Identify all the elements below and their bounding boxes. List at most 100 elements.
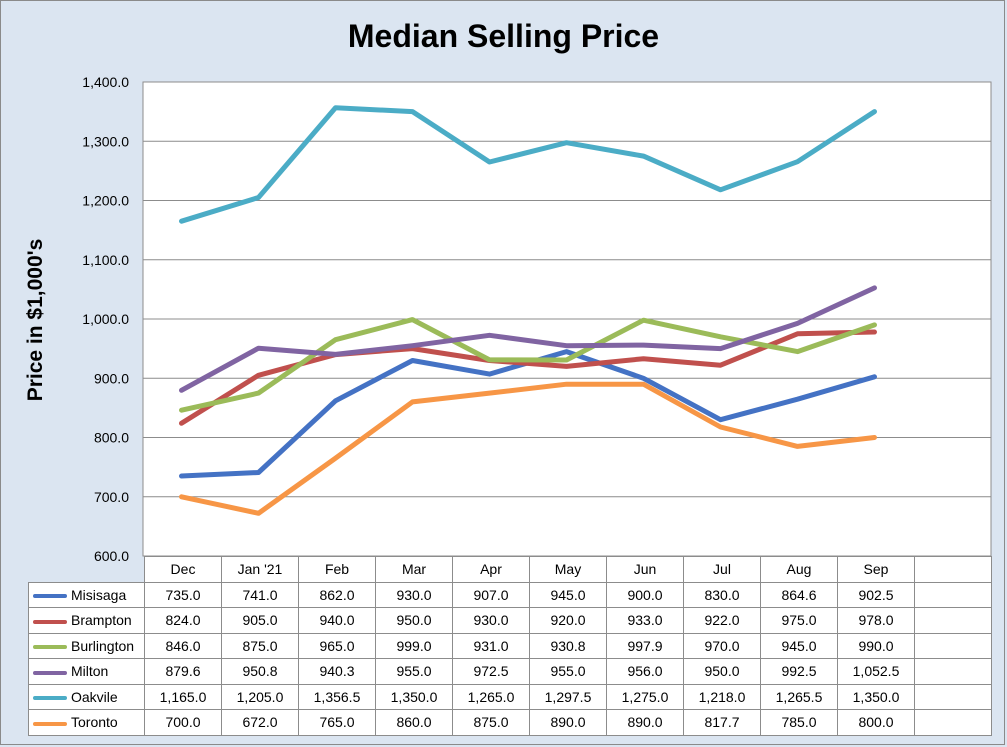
x-tick-label: Apr (452, 556, 530, 583)
data-label: 945.0 (529, 581, 607, 608)
legend-label: Brampton (71, 612, 132, 629)
data-label: 864.6 (760, 581, 838, 608)
x-tick-label: Feb (298, 556, 376, 583)
x-tick-label: Jul (683, 556, 761, 583)
data-label: 860.0 (375, 709, 453, 736)
data-label: 992.5 (760, 658, 838, 685)
data-table: Dec Jan '21 Feb Mar Apr May Jun Jul Aug Sep Misis… (28, 556, 992, 736)
series-line-milton (179, 285, 877, 393)
data-label: 950.8 (221, 658, 299, 685)
data-label: 950.0 (683, 658, 761, 685)
table-empty-cell (914, 607, 992, 634)
data-label: 817.7 (683, 709, 761, 736)
table-header-row: Dec Jan '21 Feb Mar Apr May Jun Jul Aug Sep (28, 556, 992, 583)
data-label: 997.9 (606, 632, 684, 659)
chart-title: Median Selling Price (347, 18, 660, 54)
data-label: 875.0 (221, 632, 299, 659)
series-lines (179, 105, 877, 516)
legend-swatch (33, 619, 67, 624)
table-row: Burlington 846.0 875.0 965.0 999.0 931.0 930.8… (28, 632, 992, 659)
data-label: 930.0 (452, 607, 530, 634)
data-label: 955.0 (375, 658, 453, 685)
data-label: 785.0 (760, 709, 838, 736)
data-label: 922.0 (683, 607, 761, 634)
legend-swatch (33, 721, 67, 726)
y-tick-label: 800.0 (94, 430, 129, 446)
table-row: Toronto 700.0 672.0 765.0 860.0 875.0 890.0 890… (28, 709, 992, 736)
data-label: 890.0 (606, 709, 684, 736)
data-label: 920.0 (529, 607, 607, 634)
table-corner (28, 556, 145, 583)
table-empty-cell (914, 658, 992, 685)
legend-swatch (33, 645, 67, 650)
series-line-burlington (179, 317, 877, 413)
series-line-toronto (179, 381, 877, 516)
data-label: 846.0 (144, 632, 222, 659)
data-label: 930.0 (375, 581, 453, 608)
data-label: 875.0 (452, 709, 530, 736)
data-label: 1,297.5 (529, 683, 607, 710)
legend-swatch (33, 594, 67, 599)
legend-entry: Brampton (28, 607, 145, 634)
data-label: 902.5 (837, 581, 915, 608)
data-label: 930.8 (529, 632, 607, 659)
y-tick-label: 1,200.0 (82, 193, 129, 209)
data-label: 1,205.0 (221, 683, 299, 710)
legend-label: Burlington (71, 637, 135, 654)
data-label: 765.0 (298, 709, 376, 736)
legend-entry: Toronto (28, 709, 145, 736)
data-label: 735.0 (144, 581, 222, 608)
legend-label: Misisaga (71, 586, 127, 603)
x-tick-label: Sep (837, 556, 915, 583)
table-empty-cell (914, 683, 992, 710)
legend-swatch (33, 696, 67, 701)
data-label: 1,052.5 (837, 658, 915, 685)
data-label: 1,165.0 (144, 683, 222, 710)
y-tick-label: 1,000.0 (82, 311, 129, 327)
data-label: 972.5 (452, 658, 530, 685)
legend-entry: Burlington (28, 632, 145, 659)
legend-label: Toronto (71, 714, 118, 731)
legend-entry: Oakvile (28, 683, 145, 710)
x-tick-label: May (529, 556, 607, 583)
table-row: Misisaga 735.0 741.0 862.0 930.0 907.0 945.0 90… (28, 581, 992, 608)
legend-entry: Misisaga (28, 581, 145, 608)
data-label: 931.0 (452, 632, 530, 659)
legend-swatch (33, 670, 67, 675)
data-label: 862.0 (298, 581, 376, 608)
data-label: 672.0 (221, 709, 299, 736)
data-label: 879.6 (144, 658, 222, 685)
data-label: 890.0 (529, 709, 607, 736)
data-label: 975.0 (760, 607, 838, 634)
data-label: 905.0 (221, 607, 299, 634)
legend-label: Oakvile (71, 688, 118, 705)
y-tick-label: 900.0 (94, 370, 129, 386)
data-label: 956.0 (606, 658, 684, 685)
x-tick-label: Jun (606, 556, 684, 583)
legend-entry: Milton (28, 658, 145, 685)
x-tick-label: Aug (760, 556, 838, 583)
data-label: 800.0 (837, 709, 915, 736)
y-tick-label: 1,300.0 (82, 133, 129, 149)
data-label: 1,265.0 (452, 683, 530, 710)
data-label: 999.0 (375, 632, 453, 659)
data-label: 990.0 (837, 632, 915, 659)
series-line-oakvile (179, 105, 877, 224)
gridlines (143, 140, 991, 498)
data-label: 940.0 (298, 607, 376, 634)
data-label: 1,350.0 (837, 683, 915, 710)
data-label: 955.0 (529, 658, 607, 685)
data-label: 741.0 (221, 581, 299, 608)
data-label: 940.3 (298, 658, 376, 685)
data-label: 700.0 (144, 709, 222, 736)
data-label: 965.0 (298, 632, 376, 659)
table-row: Milton 879.6 950.8 940.3 955.0 972.5 955.0 956.… (28, 658, 992, 685)
data-label: 950.0 (375, 607, 453, 634)
data-label: 978.0 (837, 607, 915, 634)
data-label: 945.0 (760, 632, 838, 659)
y-tick-label: 1,400.0 (82, 74, 129, 90)
data-label: 1,218.0 (683, 683, 761, 710)
data-label: 1,275.0 (606, 683, 684, 710)
